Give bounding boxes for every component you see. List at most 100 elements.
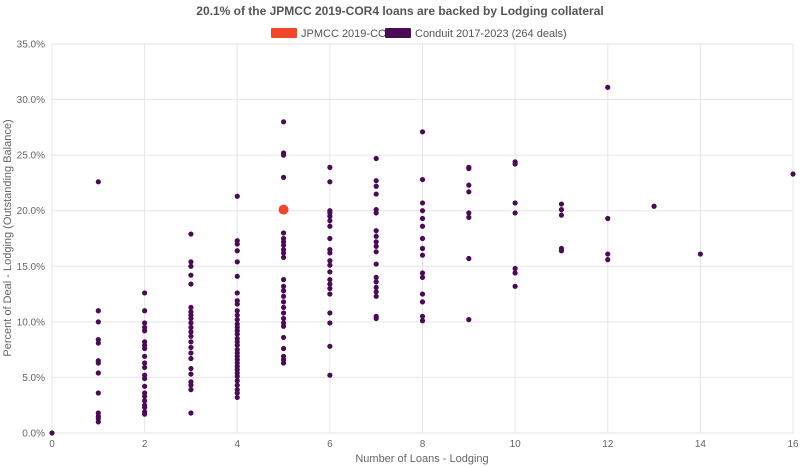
conduit-point[interactable] [558,212,565,218]
conduit-point[interactable] [605,215,611,222]
conduit-point[interactable] [419,318,426,324]
conduit-point[interactable] [188,333,194,339]
conduit-point[interactable] [327,269,333,275]
conduit-point[interactable] [188,272,194,278]
conduit-point[interactable] [142,360,148,366]
conduit-point[interactable] [49,430,55,436]
conduit-point[interactable] [373,178,379,184]
conduit-point[interactable] [142,290,148,296]
conduit-point[interactable] [373,239,379,245]
conduit-point[interactable] [95,360,101,366]
conduit-point[interactable] [280,310,287,316]
conduit-point[interactable] [558,207,565,213]
conduit-point[interactable] [188,315,194,322]
conduit-point[interactable] [373,233,379,239]
conduit-point[interactable] [558,248,565,254]
conduit-point[interactable] [188,355,194,362]
conduit-point[interactable] [280,345,287,352]
conduit-point[interactable] [327,291,333,297]
conduit-point[interactable] [466,165,472,172]
conduit-point[interactable] [234,259,240,265]
conduit-point[interactable] [512,210,518,216]
conduit-point[interactable] [419,208,426,214]
conduit-point[interactable] [466,189,472,195]
conduit-point[interactable] [142,308,148,314]
conduit-point[interactable] [327,320,333,326]
conduit-point[interactable] [419,223,426,229]
conduit-point[interactable] [142,411,148,417]
conduit-point[interactable] [280,250,287,256]
legend-item-conduit[interactable]: Conduit 2017-2023 (264 deals) [385,28,567,40]
conduit-point[interactable] [188,324,194,331]
conduit-point[interactable] [234,373,240,379]
conduit-point[interactable] [234,241,240,247]
conduit-point[interactable] [95,390,101,396]
conduit-point[interactable] [188,329,194,335]
conduit-point[interactable] [373,155,379,162]
conduit-point[interactable] [327,277,333,283]
conduit-point[interactable] [790,171,796,177]
conduit-point[interactable] [280,242,287,248]
conduit-point[interactable] [605,257,611,263]
conduit-point[interactable] [280,277,287,283]
conduit-point[interactable] [188,231,194,237]
conduit-point[interactable] [373,210,379,216]
conduit-point[interactable] [327,179,333,185]
conduit-point[interactable] [605,84,611,90]
conduit-point[interactable] [419,129,426,135]
conduit-point[interactable] [280,288,287,294]
conduit-point[interactable] [234,394,240,401]
conduit-point[interactable] [280,254,287,260]
conduit-point[interactable] [280,174,287,180]
conduit-point[interactable] [327,281,333,287]
conduit-point[interactable] [234,331,240,337]
legend-item-jpmcc[interactable]: JPMCC 2019-COR4 [271,28,401,40]
conduit-point[interactable] [327,164,333,170]
conduit-point[interactable] [327,285,333,292]
conduit-point[interactable] [280,323,287,329]
conduit-point[interactable] [95,308,101,314]
conduit-point[interactable] [373,261,379,267]
conduit-point[interactable] [327,218,333,224]
conduit-point[interactable] [419,291,426,297]
conduit-point[interactable] [188,410,194,416]
conduit-point[interactable] [373,284,379,291]
conduit-point[interactable] [280,315,287,322]
conduit-point[interactable] [280,299,287,305]
conduit-point[interactable] [373,279,379,285]
conduit-point[interactable] [234,390,240,396]
conduit-point[interactable] [95,370,101,376]
conduit-point[interactable] [373,191,379,197]
conduit-point[interactable] [142,345,148,352]
conduit-point[interactable] [419,200,426,206]
conduit-point[interactable] [234,290,240,296]
conduit-point[interactable] [188,344,194,351]
conduit-point[interactable] [142,393,148,399]
conduit-point[interactable] [327,235,333,242]
conduit-point[interactable] [327,262,333,268]
conduit-point[interactable] [95,419,101,425]
conduit-point[interactable] [327,310,333,316]
conduit-point[interactable] [512,270,518,276]
conduit-point[interactable] [558,201,565,207]
conduit-point[interactable] [234,301,240,307]
conduit-point[interactable] [188,371,194,377]
conduit-point[interactable] [373,243,379,249]
conduit-point[interactable] [142,375,148,382]
conduit-point[interactable] [280,334,287,341]
conduit-point[interactable] [373,274,379,280]
conduit-point[interactable] [280,360,287,366]
conduit-point[interactable] [188,281,194,287]
conduit-point[interactable] [373,183,379,189]
conduit-point[interactable] [142,398,148,404]
conduit-point[interactable] [419,245,426,252]
conduit-point[interactable] [234,342,240,348]
conduit-point[interactable] [188,259,194,265]
conduit-point[interactable] [188,365,194,372]
conduit-point[interactable] [327,372,333,378]
conduit-point[interactable] [234,193,240,199]
conduit-point[interactable] [419,215,426,222]
conduit-point[interactable] [327,343,333,349]
conduit-point[interactable] [142,320,148,326]
conduit-point[interactable] [512,283,518,289]
